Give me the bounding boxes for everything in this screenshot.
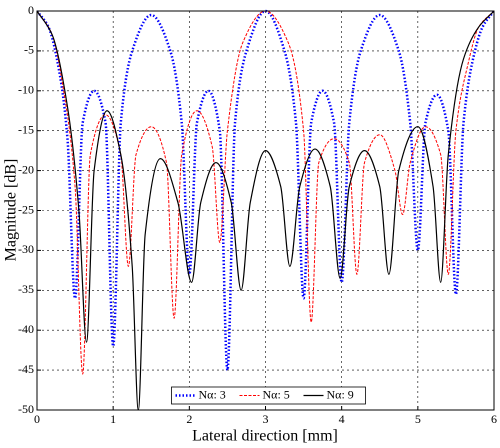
series-line	[37, 10, 494, 375]
y-tick-label: -50	[18, 402, 34, 416]
legend-label: Nα: 3	[199, 387, 226, 401]
y-tick-label: -25	[18, 202, 34, 216]
y-tick-label: -35	[18, 282, 34, 296]
x-tick-label: 3	[263, 412, 269, 426]
x-tick-label: 6	[491, 412, 497, 426]
x-tick-label: 1	[110, 412, 116, 426]
y-tick-label: -40	[18, 322, 34, 336]
y-tick-label: -20	[18, 162, 34, 176]
y-tick-label: -5	[24, 43, 34, 57]
x-axis-label: Lateral direction [mm]	[192, 428, 338, 445]
y-tick-label: -30	[18, 242, 34, 256]
series-line	[37, 10, 494, 410]
x-tick-label: 4	[339, 412, 345, 426]
legend-box	[171, 386, 366, 405]
y-tick-label: 0	[28, 3, 34, 17]
x-tick-label: 0	[34, 412, 40, 426]
x-tick-label: 2	[186, 412, 192, 426]
legend-label: Nα: 9	[327, 387, 354, 401]
series-line	[37, 9, 494, 372]
x-tick-label: 5	[415, 412, 421, 426]
y-tick-label: -15	[18, 122, 34, 136]
y-axis-label: Magnitude [dB]	[3, 159, 20, 262]
plot-frame	[36, 10, 495, 411]
y-tick-label: -10	[18, 83, 34, 97]
legend-label: Nα: 5	[263, 387, 290, 401]
y-tick-label: -45	[18, 362, 34, 376]
